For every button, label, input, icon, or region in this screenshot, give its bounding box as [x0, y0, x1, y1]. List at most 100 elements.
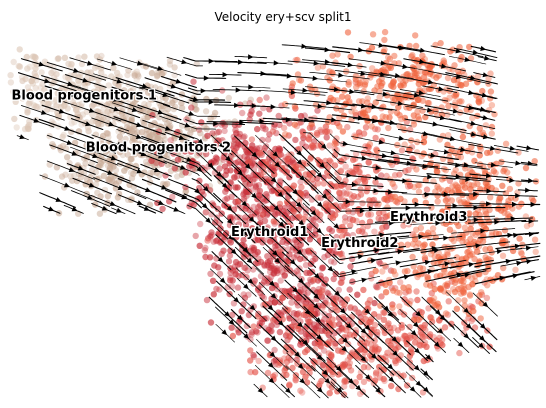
cell-point: [386, 114, 393, 121]
cell-point: [488, 130, 495, 137]
cell-point: [37, 84, 44, 91]
cell-point: [532, 248, 539, 256]
velocity-arrowhead: [380, 71, 386, 77]
cell-point: [306, 225, 313, 233]
velocity-arrowhead: [515, 193, 521, 199]
velocity-arrowhead: [33, 117, 40, 123]
cell-point: [342, 177, 349, 184]
cell-point: [382, 289, 390, 296]
cell-point: [178, 104, 186, 112]
cell-point: [359, 200, 366, 207]
cell-point: [286, 333, 293, 341]
cell-point: [262, 143, 270, 150]
velocity-arrowhead: [426, 107, 433, 113]
cell-point: [457, 154, 465, 161]
cell-point: [431, 253, 438, 260]
cell-point: [408, 364, 416, 371]
cell-point: [242, 205, 249, 212]
velocity-arrowhead: [346, 172, 353, 178]
cluster-label: Erythroid3: [390, 210, 467, 225]
velocity-arrowhead: [292, 287, 299, 293]
cell-point: [482, 246, 489, 253]
cell-point: [366, 332, 373, 339]
velocity-arrowhead: [285, 387, 291, 394]
cluster-label: Erythroid2: [321, 236, 398, 251]
cell-point: [372, 283, 380, 290]
velocity-arrowhead: [178, 135, 185, 140]
cell-point: [397, 308, 404, 316]
cell-point: [288, 323, 295, 331]
cell-point: [185, 141, 193, 148]
cell-point: [494, 272, 502, 279]
cell-point: [380, 324, 387, 331]
cell-point: [289, 364, 296, 372]
cell-point: [330, 275, 337, 283]
cell-point: [147, 169, 154, 177]
velocity-arrowhead: [358, 47, 364, 53]
cell-point: [455, 285, 462, 293]
cell-point: [487, 194, 494, 201]
cell-point: [284, 155, 291, 163]
cell-point: [110, 64, 117, 72]
cell-point: [451, 92, 458, 99]
cell-point: [329, 316, 336, 323]
cell-point: [278, 256, 285, 264]
velocity-arrowhead: [233, 297, 240, 303]
cell-point: [341, 383, 348, 390]
cell-point: [250, 226, 258, 233]
cell-point: [509, 205, 516, 212]
cell-point: [453, 305, 461, 312]
cell-point: [311, 330, 318, 338]
velocity-arrowhead: [463, 307, 470, 314]
cell-point: [105, 82, 112, 89]
cell-point: [60, 131, 67, 139]
velocity-arrowhead: [317, 387, 323, 393]
cell-point: [365, 159, 372, 166]
cell-point: [445, 289, 452, 297]
cell-point: [289, 80, 296, 87]
velocity-arrowhead: [242, 247, 249, 253]
cell-point: [467, 225, 474, 232]
velocity-arrowhead: [248, 54, 254, 60]
velocity-arrowhead: [267, 362, 274, 368]
cell-point: [129, 85, 137, 93]
cell-point: [509, 247, 517, 255]
velocity-arrowhead: [530, 275, 537, 281]
cell-point: [88, 166, 96, 174]
cell-point: [341, 214, 349, 221]
cell-point: [88, 102, 96, 110]
cell-point: [372, 178, 379, 186]
velocity-arrowhead: [383, 305, 390, 312]
cell-point: [531, 158, 538, 165]
cell-point: [28, 77, 35, 85]
cell-point: [293, 267, 300, 275]
cell-point: [371, 299, 378, 307]
cell-point: [443, 85, 450, 93]
cell-point: [490, 168, 497, 175]
cell-point: [347, 263, 354, 270]
cell-point: [216, 286, 223, 293]
cell-point: [468, 317, 475, 325]
cell-point: [318, 287, 326, 294]
velocity-arrowhead: [248, 84, 254, 90]
cell-point: [329, 371, 336, 378]
cell-point: [242, 221, 250, 229]
cell-point: [485, 75, 492, 82]
cell-point: [516, 235, 523, 242]
velocity-arrowhead: [108, 121, 115, 127]
cell-point: [379, 268, 386, 275]
cell-point: [246, 99, 253, 107]
velocity-arrowhead: [184, 122, 191, 128]
cell-point: [7, 79, 15, 86]
velocity-arrowhead: [438, 86, 445, 92]
velocity-arrowhead: [360, 328, 367, 334]
cell-point: [282, 185, 290, 193]
cell-point: [335, 371, 342, 378]
cell-point: [354, 308, 361, 315]
cell-point: [306, 83, 314, 90]
cell-point: [498, 158, 505, 166]
cell-point: [352, 352, 359, 360]
velocity-arrowhead: [322, 369, 329, 376]
cell-point: [405, 166, 412, 174]
cell-point: [371, 346, 378, 353]
